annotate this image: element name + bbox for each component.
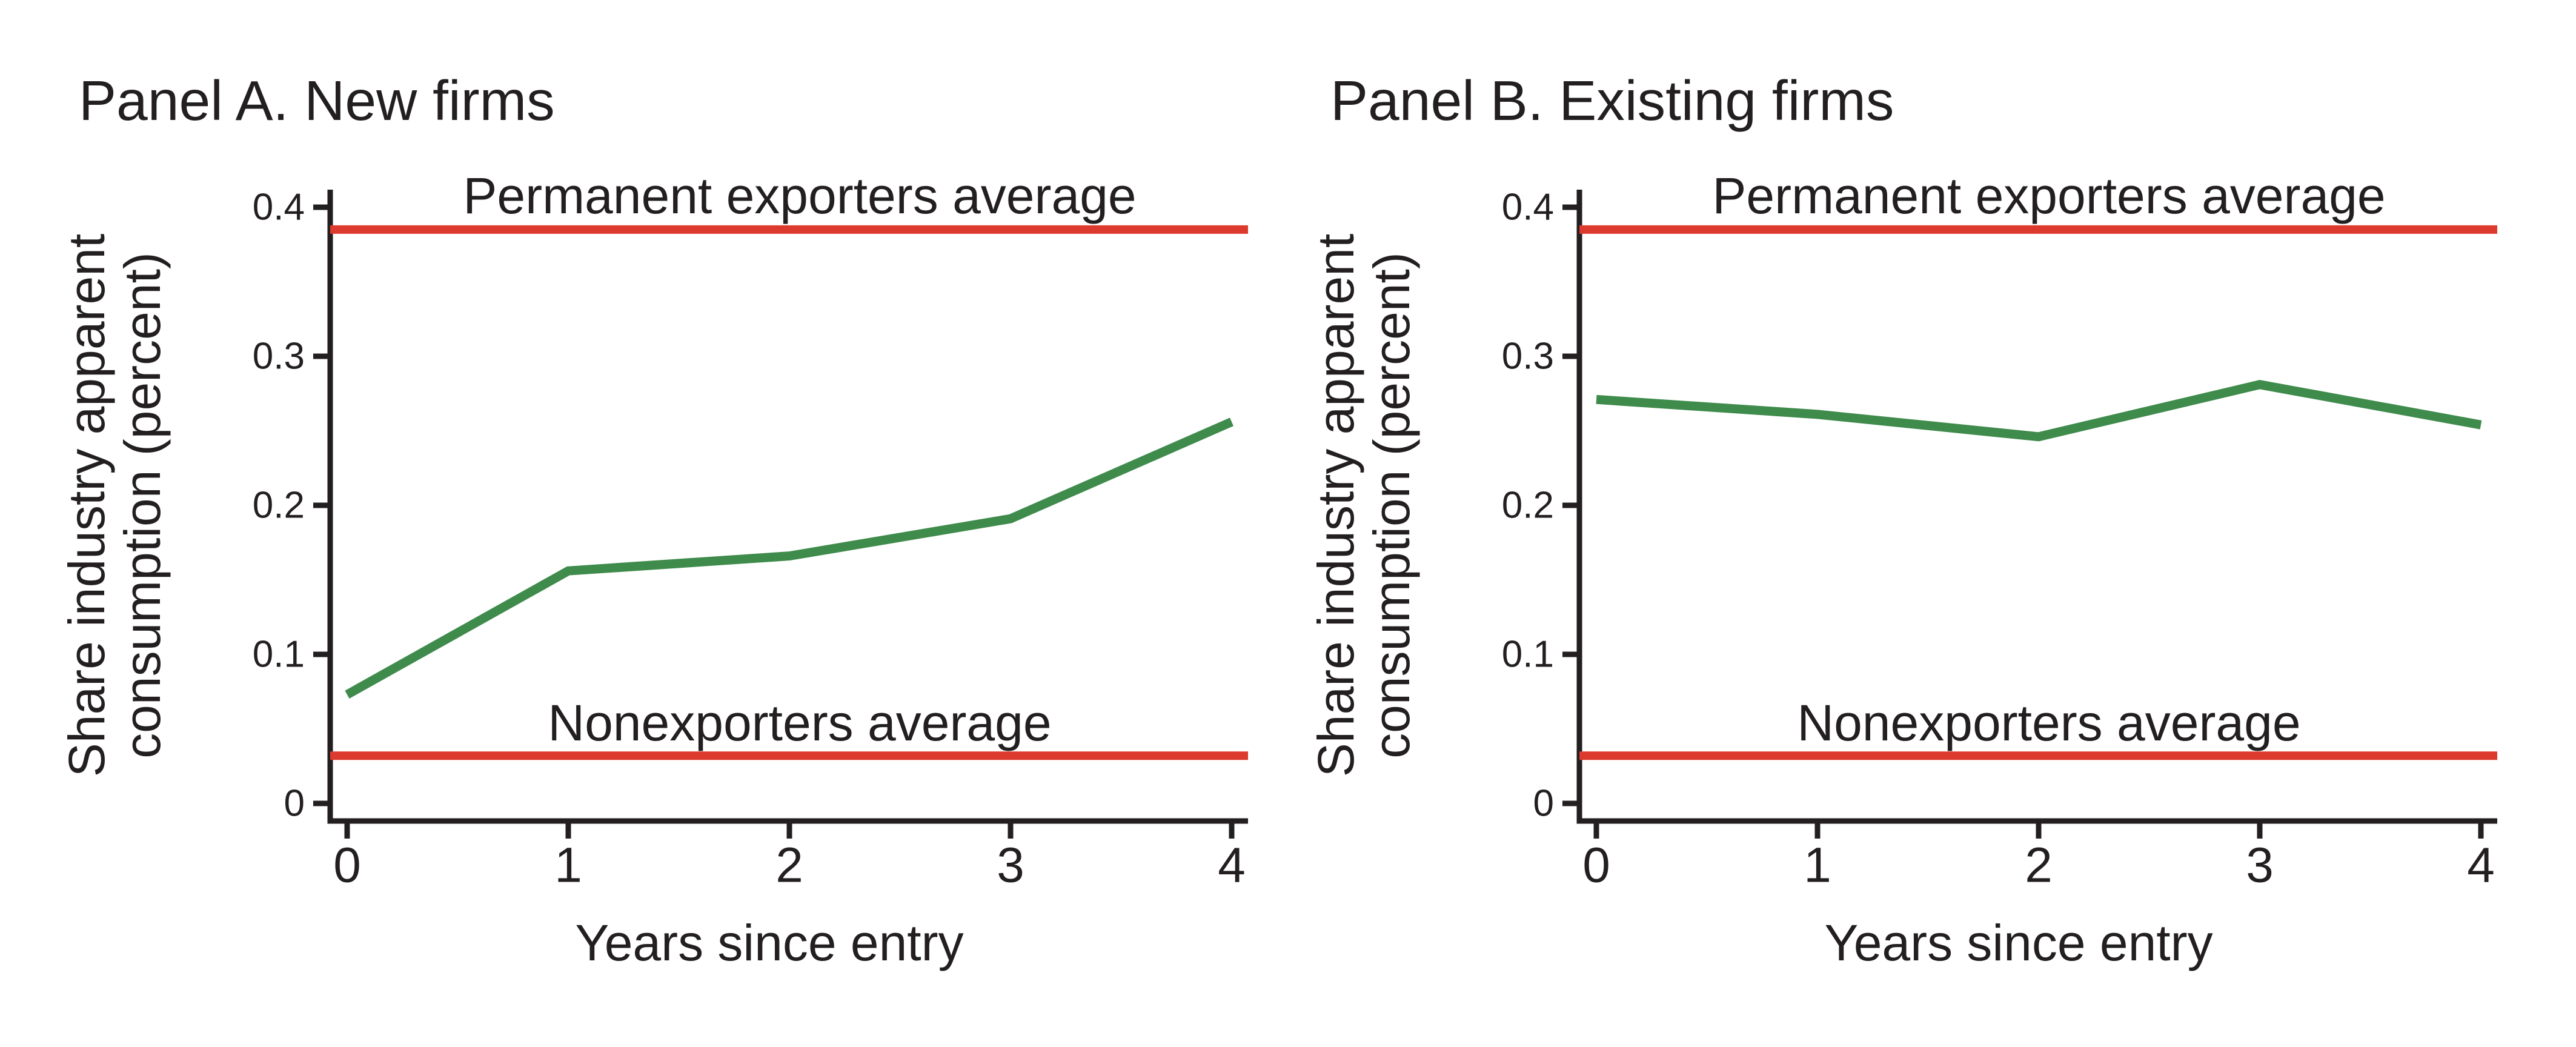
panel-b-permanent-exporters-label: Permanent exporters average bbox=[1712, 167, 2385, 224]
panel-a-ytick-label: 0.4 bbox=[253, 187, 305, 228]
panel-b-ylabel-line1: Share industry apparent bbox=[1307, 234, 1364, 777]
panel-b-xtick-label: 3 bbox=[2246, 838, 2274, 893]
panel-b-ytick-label: 0.2 bbox=[1502, 485, 1554, 527]
panel-a-ylabel-line2: consumption (percent) bbox=[114, 252, 171, 759]
panel-a-xtick-label: 4 bbox=[1218, 838, 1246, 893]
panel-b-xtick-label: 4 bbox=[2467, 838, 2495, 893]
panel-b-xtick-label: 0 bbox=[1582, 838, 1610, 893]
panel-b: Panel B. Existing firms Share industry a… bbox=[1307, 69, 2497, 971]
panel-a-ytick-label: 0.1 bbox=[253, 634, 305, 676]
panel-a-title: Panel A. New firms bbox=[79, 69, 555, 132]
panel-a-ylabel-line1: Share industry apparent bbox=[58, 234, 115, 777]
panel-a-ytick-label: 0 bbox=[284, 783, 305, 825]
panel-a-series-line bbox=[345, 417, 1234, 699]
panel-a-xlabel: Years since entry bbox=[575, 914, 963, 971]
panel-b-ylabel-line2: consumption (percent) bbox=[1363, 252, 1420, 759]
panel-a-permanent-exporters-label: Permanent exporters average bbox=[463, 167, 1136, 224]
panel-b-axes bbox=[1576, 190, 2497, 824]
panel-b-series-line bbox=[1596, 380, 2482, 442]
panel-a-xtick-label: 2 bbox=[775, 838, 803, 893]
panel-a-ticks: 0 0.1 0.2 0.3 0.4 0 1 2 3 4 bbox=[253, 187, 1246, 893]
panel-b-ticks: 0 0.1 0.2 0.3 0.4 0 1 2 3 4 bbox=[1502, 187, 2495, 893]
panel-b-ytick-label: 0.1 bbox=[1502, 634, 1554, 676]
panel-b-xtick-label: 1 bbox=[1804, 838, 1831, 893]
panel-a-ytick-label: 0.3 bbox=[253, 336, 305, 377]
panel-b-ytick-label: 0.3 bbox=[1502, 336, 1554, 377]
panel-a-axes bbox=[327, 190, 1248, 824]
panel-b-xtick-label: 2 bbox=[2025, 838, 2053, 893]
panel-b-ytick-label: 0 bbox=[1533, 783, 1554, 825]
panel-a-xtick-label: 3 bbox=[997, 838, 1024, 893]
panel-a-xtick-label: 0 bbox=[333, 838, 361, 893]
panel-b-title: Panel B. Existing firms bbox=[1330, 69, 1894, 132]
panel-b-xlabel: Years since entry bbox=[1824, 914, 2213, 971]
panel-a-xtick-label: 1 bbox=[554, 838, 582, 893]
panel-b-ytick-label: 0.4 bbox=[1502, 187, 1554, 228]
panel-a: Panel A. New firms Share industry appare… bbox=[58, 69, 1248, 971]
panel-a-ytick-label: 0.2 bbox=[253, 485, 305, 527]
panel-a-nonexporters-label: Nonexporters average bbox=[548, 694, 1051, 751]
panel-b-nonexporters-label: Nonexporters average bbox=[1797, 694, 2300, 751]
